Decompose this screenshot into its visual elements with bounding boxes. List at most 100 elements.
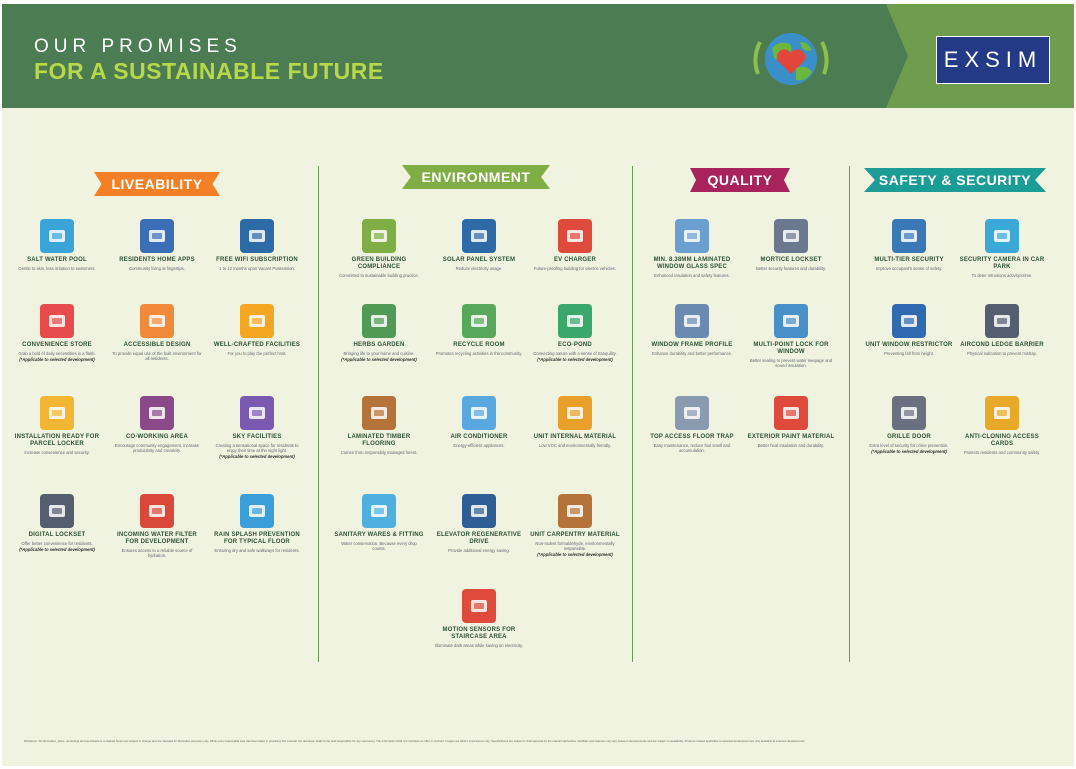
ev-icon bbox=[558, 219, 592, 253]
frame-icon bbox=[675, 304, 709, 338]
promise-item-title: ECO-POND bbox=[558, 342, 592, 348]
coworking-icon bbox=[140, 396, 174, 430]
promise-item-title: ANTI-CLONING ACCESS CARDS bbox=[965, 434, 1039, 447]
promise-item-title: FREE WIFI SUBSCRIPTION bbox=[216, 257, 298, 263]
promise-item-title: LAMINATED TIMBER FLOORING bbox=[347, 434, 411, 447]
promise-item-description: Promotes recycling activities in the com… bbox=[435, 351, 523, 356]
phone-icon bbox=[140, 219, 174, 253]
promise-item-title: GRILLE DOOR bbox=[887, 434, 931, 440]
promise-item-title: MORTICE LOCKSET bbox=[760, 257, 822, 263]
promise-item-title: UNIT INTERNAL MATERIAL bbox=[533, 434, 617, 440]
promise-item: UNIT WINDOW RESTRICTOR Preventing fall fr… bbox=[864, 304, 954, 356]
promise-item-note: (*Applicable to selected development) bbox=[219, 454, 295, 459]
promise-item-title: SECURITY CAMERA IN CAR PARK bbox=[959, 257, 1045, 270]
heart-hands-icon bbox=[140, 304, 174, 338]
promise-item-description: Improve occupant's sense of safety. bbox=[875, 266, 943, 271]
promise-item-title: INSTALLATION READY FOR PARCEL LOCKER bbox=[14, 434, 100, 447]
promise-item: ELEVATOR REGENERATIVE DRIVE Provide addit… bbox=[434, 494, 524, 553]
promise-item: GRILLE DOOR Extra level of security for c… bbox=[864, 396, 954, 454]
promise-item-description: Creating a sensational space for residen… bbox=[215, 443, 299, 453]
window-lock-icon bbox=[774, 304, 808, 338]
wifi-icon bbox=[240, 219, 274, 253]
promise-item-title: GREEN BUILDING COMPLIANCE bbox=[351, 257, 407, 270]
locker-icon bbox=[40, 396, 74, 430]
promise-item: MOTION SENSORS FOR STAIRCASE AREA Illumin… bbox=[434, 589, 524, 648]
promise-item: SECURITY CAMERA IN CAR PARK To deter intr… bbox=[957, 219, 1047, 278]
paint-roller-icon bbox=[774, 396, 808, 430]
floor-trap-icon bbox=[675, 396, 709, 430]
column-divider bbox=[318, 166, 319, 662]
promise-item: ANTI-CLONING ACCESS CARDS Protects reside… bbox=[957, 396, 1047, 455]
promise-item-description: Encourage community engagement, increase… bbox=[114, 443, 200, 453]
promise-item-title: ACCESSIBLE DESIGN bbox=[123, 342, 191, 348]
restrictor-icon bbox=[892, 304, 926, 338]
promise-item: SKY FACILITIES Creating a sensational spa… bbox=[212, 396, 302, 459]
promise-item: DIGITAL LOCKSET Offer better convenience … bbox=[12, 494, 102, 552]
promise-item-description: Gentle to skin, less irritation to swimm… bbox=[18, 266, 96, 271]
promise-item-description: Provide additional energy saving. bbox=[448, 548, 510, 553]
promise-item: SOLAR PANEL SYSTEM Reduce electricity usa… bbox=[434, 219, 524, 271]
promise-item-description: To provide equal use of the built enviro… bbox=[112, 351, 202, 361]
promise-item-description: Low VOC and environmentally friendly. bbox=[538, 443, 612, 448]
disclaimer: Disclaimer: All information, plans, rend… bbox=[24, 739, 806, 743]
promise-item: GREEN BUILDING COMPLIANCE Committed to su… bbox=[334, 219, 424, 278]
promise-item-title: DIGITAL LOCKSET bbox=[28, 532, 86, 538]
header-title-line1: OUR PROMISES bbox=[34, 36, 242, 57]
cabinet-icon bbox=[558, 494, 592, 528]
promise-item-note: (*Applicable to selected development) bbox=[19, 357, 95, 362]
promise-item: ACCESSIBLE DESIGN To provide equal use of… bbox=[112, 304, 202, 361]
promise-item-title: MOTION SENSORS FOR STAIRCASE AREA bbox=[442, 627, 516, 640]
promise-item-description: Preventing fall from height. bbox=[884, 351, 934, 356]
mortice-icon bbox=[774, 219, 808, 253]
promise-item-description: Ensuring dry and safe walkways for resid… bbox=[214, 548, 300, 553]
promise-item-title: SKY FACILITIES bbox=[232, 434, 282, 440]
promise-item: MORTICE LOCKSET Better security features … bbox=[746, 219, 836, 271]
lock-icon bbox=[40, 494, 74, 528]
promise-item-title: SALT WATER POOL bbox=[27, 257, 87, 263]
promise-item: MULTI-POINT LOCK FOR WINDOW Better sealin… bbox=[746, 304, 836, 368]
promise-item-note: (*Applicable to selected development) bbox=[537, 357, 613, 362]
grille-icon bbox=[892, 396, 926, 430]
promise-item-description: Better heat insulation and durability. bbox=[757, 443, 825, 448]
promise-item-title: HERBS GARDEN bbox=[353, 342, 405, 348]
aircon-icon bbox=[462, 396, 496, 430]
promise-item-title: MIN. 8.38MM LAMINATED WINDOW GLASS SPEC bbox=[653, 257, 731, 270]
promise-item-title: MULTI-POINT LOCK FOR WINDOW bbox=[753, 342, 829, 355]
promise-item: UNIT CARPENTRY MATERIAL Non-rodent formal… bbox=[530, 494, 620, 557]
column-divider bbox=[849, 166, 850, 662]
promise-item: TOP ACCESS FLOOR TRAP Easy maintenance, r… bbox=[647, 396, 737, 453]
promise-item-description: Better security features and durability. bbox=[756, 266, 826, 271]
promise-item: CO-WORKING AREA Encourage community engag… bbox=[112, 396, 202, 453]
promise-item-title: WELL-CRAFTED FACILITIES bbox=[213, 342, 301, 348]
promise-item-description: Physical indication to prevent mishap. bbox=[966, 351, 1038, 356]
promise-item-description: Community living at fingertips. bbox=[129, 266, 185, 271]
promise-item-description: Enhanced insulation and safety features. bbox=[654, 273, 730, 278]
promise-item: RAIN SPLASH PREVENTION FOR TYPICAL FLOOR… bbox=[212, 494, 302, 553]
promise-item-title: RESIDENTS HOME APPS bbox=[119, 257, 195, 263]
promise-item-description: For you to play the perfect host. bbox=[227, 351, 287, 356]
promise-item-description: To deter intrusions activity/crime. bbox=[971, 273, 1033, 278]
promise-item-note: (*Applicable to selected development) bbox=[341, 357, 417, 362]
camera-icon bbox=[985, 219, 1019, 253]
promise-item: UNIT INTERNAL MATERIAL Low VOC and enviro… bbox=[530, 396, 620, 448]
brush-icon bbox=[558, 396, 592, 430]
access-card-icon bbox=[985, 396, 1019, 430]
promise-item-title: MULTI-TIER SECURITY bbox=[874, 257, 944, 263]
promise-item: EXTERIOR PAINT MATERIAL Better heat insul… bbox=[746, 396, 836, 448]
promise-item-description: Illuminate dark areas while saving on el… bbox=[434, 643, 524, 648]
promise-item-description: Future-proofing building for electric ve… bbox=[533, 266, 617, 271]
promise-item-description: Committed to sustainable building practi… bbox=[339, 273, 419, 278]
category-liveability: LIVEABILITY bbox=[94, 172, 220, 196]
pool-icon bbox=[40, 219, 74, 253]
promise-item-note: (*Applicable to selected development) bbox=[537, 552, 613, 557]
promise-item: SALT WATER POOL Gentle to skin, less irri… bbox=[12, 219, 102, 271]
globe-heart-icon bbox=[753, 33, 829, 85]
promise-item: INCOMING WATER FILTER FOR DEVELOPMENT Ens… bbox=[112, 494, 202, 558]
toilet-icon bbox=[362, 494, 396, 528]
promise-item-title: UNIT WINDOW RESTRICTOR bbox=[865, 342, 953, 348]
promise-item: WELL-CRAFTED FACILITIES For you to play t… bbox=[212, 304, 302, 356]
elevator-icon bbox=[462, 494, 496, 528]
barrier-icon bbox=[985, 304, 1019, 338]
promise-item: INSTALLATION READY FOR PARCEL LOCKER Incr… bbox=[12, 396, 102, 455]
window-icon bbox=[675, 219, 709, 253]
